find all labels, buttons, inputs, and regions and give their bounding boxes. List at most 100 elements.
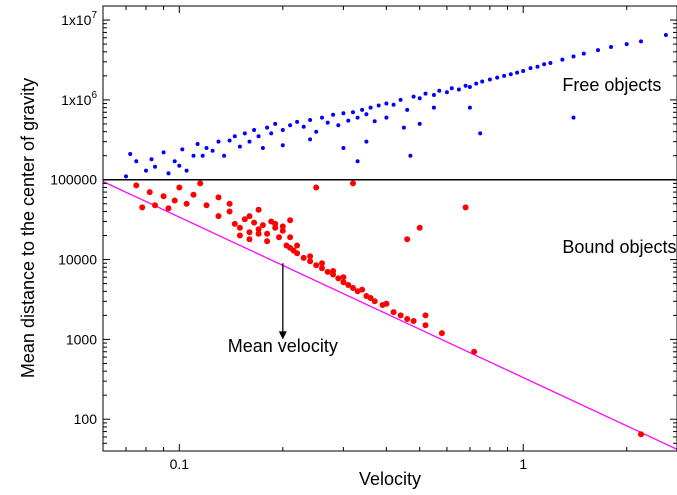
data-point bbox=[197, 180, 204, 187]
mean-velocity-arrow-head bbox=[278, 331, 287, 340]
axis-ticks: 0.1 1 100 1000 10000 100000 1x106 1x107 bbox=[50, 6, 677, 472]
data-point bbox=[264, 230, 271, 237]
data-point bbox=[521, 69, 526, 73]
data-point bbox=[183, 200, 190, 207]
data-point bbox=[663, 33, 668, 37]
data-point bbox=[279, 223, 286, 230]
data-point bbox=[241, 216, 248, 223]
data-point bbox=[416, 224, 423, 231]
data-point bbox=[264, 238, 271, 245]
data-point bbox=[405, 107, 410, 112]
data-point bbox=[139, 204, 146, 211]
x-tick-label: 0.1 bbox=[170, 456, 190, 472]
data-point bbox=[346, 118, 351, 123]
data-point bbox=[548, 61, 553, 65]
data-point bbox=[431, 93, 436, 97]
data-point bbox=[340, 274, 347, 281]
data-point bbox=[204, 146, 209, 150]
data-point bbox=[319, 265, 325, 272]
data-point bbox=[144, 168, 148, 173]
free-objects-label: Free objects bbox=[562, 75, 661, 95]
data-point bbox=[280, 128, 285, 132]
data-point bbox=[384, 115, 389, 120]
data-point bbox=[467, 105, 472, 110]
data-point bbox=[422, 312, 429, 319]
data-point bbox=[340, 279, 347, 286]
data-point bbox=[246, 229, 253, 236]
data-point bbox=[383, 300, 390, 307]
y-tick-label: 1x106 bbox=[61, 90, 97, 108]
data-point bbox=[160, 193, 167, 200]
data-point bbox=[495, 75, 500, 80]
data-point bbox=[417, 121, 422, 126]
data-point bbox=[341, 146, 346, 150]
data-point bbox=[295, 119, 300, 124]
data-point bbox=[308, 137, 313, 142]
x-tick-label: 1 bbox=[519, 456, 527, 472]
data-point bbox=[215, 194, 222, 201]
data-point bbox=[294, 250, 301, 257]
plot-area: Free objects Bound objects Mean velocity bbox=[102, 33, 677, 450]
fit-line bbox=[102, 180, 677, 450]
data-point bbox=[246, 213, 253, 220]
data-point bbox=[247, 139, 252, 144]
data-point bbox=[515, 70, 520, 75]
data-point bbox=[535, 64, 540, 69]
data-point bbox=[359, 286, 366, 293]
data-point bbox=[345, 282, 352, 288]
data-point bbox=[226, 208, 233, 215]
data-point bbox=[124, 174, 128, 179]
data-point bbox=[364, 139, 369, 144]
data-point bbox=[251, 219, 258, 226]
data-point bbox=[423, 91, 428, 96]
y-axis-title: Mean distance to the center of gravity bbox=[18, 78, 38, 378]
data-point bbox=[269, 131, 274, 136]
data-point bbox=[638, 431, 644, 438]
data-point bbox=[456, 87, 461, 92]
data-point bbox=[404, 236, 411, 243]
data-point bbox=[172, 159, 177, 164]
data-point bbox=[354, 288, 361, 295]
data-point bbox=[313, 262, 320, 269]
y-tick-label: 100 bbox=[74, 411, 98, 427]
data-point bbox=[236, 232, 243, 239]
data-point bbox=[279, 227, 286, 234]
data-point bbox=[350, 285, 356, 291]
data-point bbox=[376, 103, 381, 108]
data-point bbox=[280, 143, 285, 148]
y-tick-label: 100000 bbox=[50, 172, 97, 188]
data-point bbox=[226, 200, 233, 207]
data-point bbox=[260, 146, 265, 150]
data-point bbox=[364, 112, 369, 117]
data-point bbox=[528, 66, 533, 71]
data-point bbox=[166, 171, 171, 176]
data-point bbox=[437, 88, 442, 93]
data-point bbox=[134, 159, 139, 164]
data-point bbox=[195, 142, 200, 146]
data-point bbox=[391, 102, 396, 107]
data-point bbox=[398, 97, 403, 102]
data-point bbox=[210, 148, 215, 153]
data-point bbox=[431, 105, 436, 110]
data-point bbox=[596, 48, 600, 53]
data-point bbox=[237, 144, 242, 149]
data-point bbox=[236, 224, 243, 231]
data-point bbox=[287, 217, 294, 224]
data-point bbox=[184, 168, 189, 173]
data-point bbox=[449, 86, 454, 91]
data-point bbox=[372, 119, 377, 124]
data-point bbox=[417, 96, 422, 101]
data-point bbox=[390, 309, 397, 316]
data-point bbox=[255, 206, 262, 213]
data-point bbox=[288, 123, 293, 128]
plot-frame bbox=[102, 5, 677, 452]
data-point bbox=[411, 94, 416, 99]
data-point bbox=[200, 153, 205, 158]
data-point bbox=[355, 115, 360, 120]
data-point bbox=[320, 115, 324, 120]
data-point bbox=[502, 73, 507, 78]
data-point bbox=[190, 191, 197, 198]
data-point bbox=[272, 220, 279, 227]
data-point bbox=[463, 83, 468, 88]
